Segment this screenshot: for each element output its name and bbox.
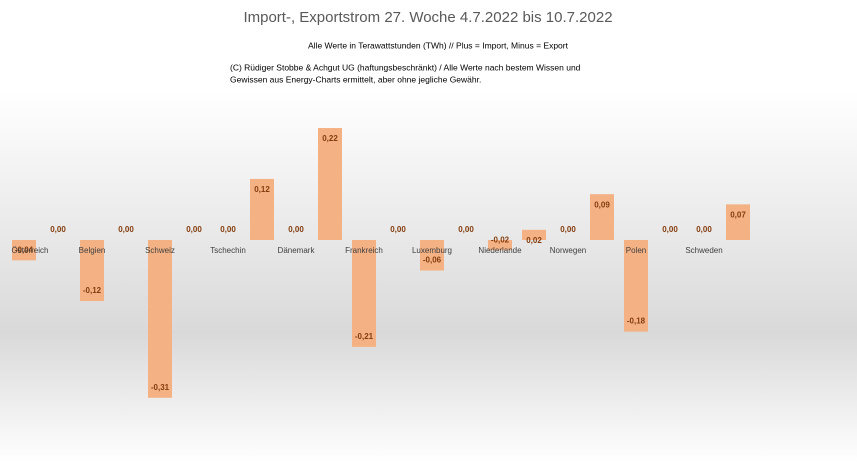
bar <box>420 240 444 271</box>
data-label: -0,31 <box>151 383 170 392</box>
data-label: -0,12 <box>83 286 102 295</box>
x-tick-label: Luxemburg <box>412 246 452 255</box>
data-label: 0,02 <box>526 236 542 245</box>
x-tick-label: Niederlande <box>478 246 522 255</box>
data-label: 0,00 <box>696 225 712 234</box>
data-label: 0,00 <box>186 225 202 234</box>
data-label: -0,02 <box>491 235 510 244</box>
bar <box>726 204 750 240</box>
data-label: 0,00 <box>288 225 304 234</box>
bar <box>352 240 376 347</box>
data-label: -0,18 <box>627 317 646 326</box>
data-label: 0,00 <box>50 225 66 234</box>
bar <box>12 240 36 261</box>
data-label: 0,00 <box>560 225 576 234</box>
x-tick-label: Schweiz <box>145 246 175 255</box>
data-label: 0,00 <box>458 225 474 234</box>
x-tick-label: Belgien <box>79 246 106 255</box>
x-tick-label: Polen <box>626 246 646 255</box>
bar <box>250 178 274 240</box>
bar <box>590 194 614 240</box>
x-tick-label: Schweden <box>685 246 722 255</box>
data-label: 0,07 <box>730 210 746 219</box>
note: Gewissen aus Energy-Charts ermittelt, ab… <box>230 74 481 84</box>
x-tick-label: Norwegen <box>550 246 586 255</box>
data-label: -0,21 <box>355 332 374 341</box>
data-label: 0,09 <box>594 200 610 209</box>
note: (C) Rüdiger Stobbe & Achgut UG (haftungs… <box>230 62 581 72</box>
x-tick-label: Dänemark <box>278 246 316 255</box>
x-tick-label: Frankreich <box>345 246 383 255</box>
bar <box>624 240 648 332</box>
data-label: 0,00 <box>662 225 678 234</box>
bar <box>488 240 512 251</box>
x-tick-label: Österreich <box>12 246 49 255</box>
data-label: -0,04 <box>15 245 34 254</box>
bar <box>318 128 342 240</box>
data-label: 0,00 <box>118 225 134 234</box>
data-label: 0,12 <box>254 185 270 194</box>
chart-title: Import-, Exportstrom 27. Woche 4.7.2022 … <box>243 9 612 26</box>
subtitle: Alle Werte in Terawattstunden (TWh) // P… <box>308 40 569 50</box>
data-label: -0,06 <box>423 256 442 265</box>
data-label: 0,00 <box>220 225 236 234</box>
bar <box>522 229 546 240</box>
bar <box>80 240 104 302</box>
x-tick-label: Tschechin <box>210 246 246 255</box>
data-label: 0,22 <box>322 134 338 143</box>
data-label: 0,00 <box>390 225 406 234</box>
bar <box>148 240 172 398</box>
